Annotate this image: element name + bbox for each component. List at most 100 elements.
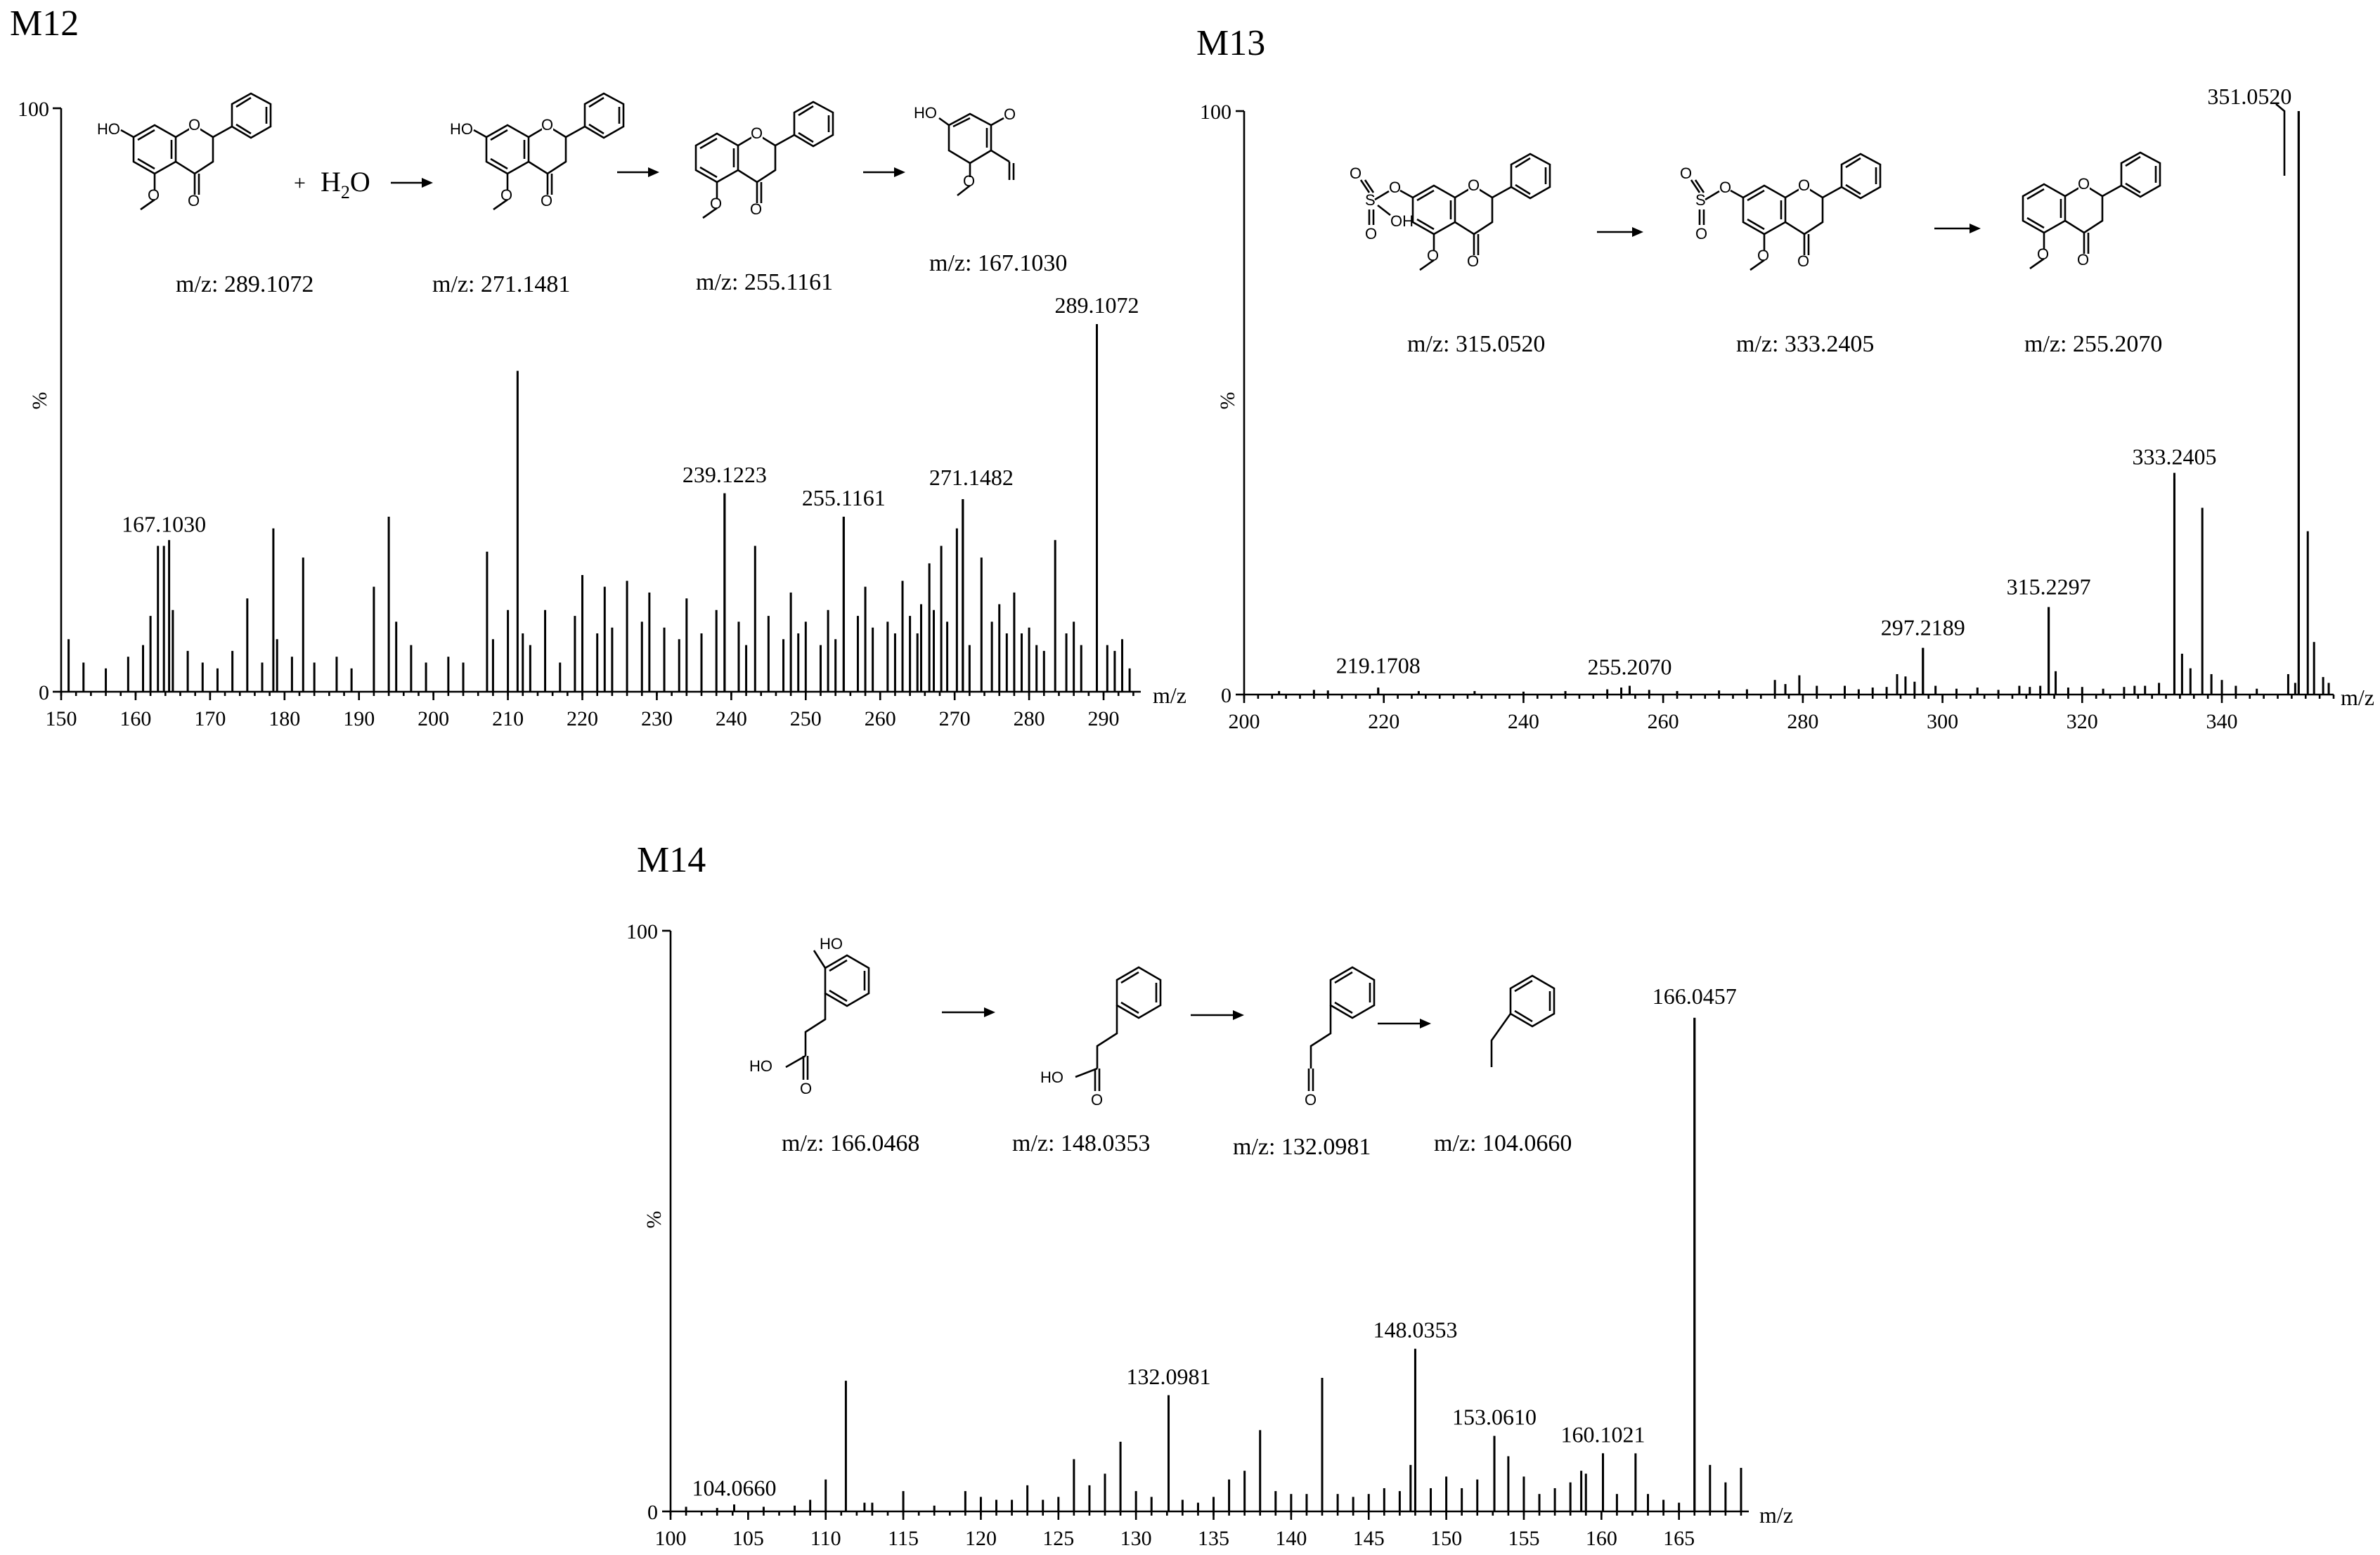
- svg-text:O: O: [800, 1080, 812, 1097]
- structure-m12-4: O HO O: [914, 104, 1016, 197]
- mz-label-m14-4: m/z: 104.0660: [1434, 1130, 1572, 1156]
- x-tick-label: 190: [343, 707, 375, 730]
- svg-text:HO: HO: [97, 120, 120, 138]
- x-tick-label: 120: [965, 1527, 997, 1550]
- svg-text:HO: HO: [1040, 1069, 1063, 1086]
- x-tick-label: 240: [1508, 710, 1539, 733]
- svg-text:O: O: [750, 200, 762, 218]
- svg-text:O: O: [1695, 225, 1707, 243]
- peak-label: 166.0457: [1653, 983, 1737, 1009]
- svg-text:H2O: H2O: [321, 166, 370, 202]
- x-tick-label: 100: [655, 1527, 687, 1550]
- svg-text:O: O: [2037, 245, 2049, 263]
- svg-text:O: O: [148, 186, 160, 204]
- peak-label: 104.0660: [692, 1476, 776, 1501]
- mz-label-m14-1: m/z: 166.0468: [782, 1130, 919, 1156]
- svg-text:S: S: [1695, 191, 1706, 209]
- x-tick-label: 200: [418, 707, 449, 730]
- svg-text:O: O: [188, 116, 200, 134]
- mz-label-m12-3: m/z: 255.1161: [696, 269, 833, 295]
- mz-label-m14-3: m/z: 132.0981: [1233, 1134, 1371, 1160]
- svg-text:O: O: [541, 116, 553, 134]
- x-tick-label: 280: [1787, 710, 1818, 733]
- x-tick-label: 230: [641, 707, 673, 730]
- mz-label-m13-2: m/z: 333.2405: [1736, 331, 1874, 357]
- x-tick-label: 140: [1275, 1527, 1307, 1550]
- x-tick-label: 260: [1648, 710, 1679, 733]
- panel-title-m13: M13: [1196, 23, 1265, 63]
- svg-text:O: O: [1427, 247, 1439, 264]
- structure-m13-2: O O O O S O O: [1680, 153, 1882, 271]
- scheme-m13: O O O O S O O OH m/z: 315.0520: [1350, 151, 2162, 357]
- peak-label: 289.1072: [1055, 292, 1139, 318]
- peak-label: 271.1482: [929, 465, 1014, 490]
- x-tick-label: 165: [1663, 1527, 1695, 1550]
- peak-label: 148.0353: [1373, 1317, 1457, 1343]
- svg-text:HO: HO: [450, 120, 473, 138]
- peak-labels-m12: 167.1030 239.1223 255.1161 271.1482 289.1072: [122, 292, 1139, 536]
- panel-title-m12: M12: [10, 4, 79, 44]
- mz-label-m13-3: m/z: 255.2070: [2024, 331, 2162, 357]
- svg-text:O: O: [1467, 252, 1479, 270]
- svg-text:O: O: [1365, 225, 1377, 243]
- ylabel-m13: %: [1216, 392, 1239, 410]
- x-tick-label: 150: [1430, 1527, 1462, 1550]
- x-tick-label: 155: [1508, 1527, 1539, 1550]
- structure-m14-1: HO HO O: [749, 935, 870, 1097]
- scheme-m14: HO HO O m/z: 166.0468 HO O m/z: 148.035: [749, 935, 1572, 1160]
- ylabel-m12: %: [28, 392, 51, 410]
- svg-text:O: O: [751, 124, 763, 142]
- svg-text:O: O: [1798, 176, 1810, 194]
- mz-label-m13-1: m/z: 315.0520: [1407, 331, 1545, 357]
- ytick-100-m14: 100: [626, 920, 658, 943]
- mz-label-m14-2: m/z: 148.0353: [1012, 1130, 1150, 1156]
- peaks-m12: [67, 324, 1131, 692]
- x-tick-label: 200: [1229, 710, 1260, 733]
- x-tick-label: 125: [1042, 1527, 1074, 1550]
- peak-label: 219.1708: [1336, 653, 1421, 678]
- x-tick-label: 250: [790, 707, 822, 730]
- svg-text:OH: OH: [1390, 212, 1414, 230]
- svg-text:O: O: [1757, 247, 1769, 264]
- x-tick-label: 160: [1586, 1527, 1617, 1550]
- svg-text:O: O: [2078, 175, 2090, 193]
- ytick-0-m14: 0: [647, 1501, 658, 1524]
- svg-text:O: O: [188, 192, 200, 209]
- structure-m14-2: HO O: [1040, 966, 1162, 1109]
- svg-text:O: O: [1797, 252, 1809, 270]
- structure-m13-3: O O O: [2022, 151, 2161, 270]
- svg-text:HO: HO: [749, 1057, 772, 1075]
- svg-text:O: O: [1389, 179, 1401, 196]
- peak-label: 255.1161: [802, 485, 886, 510]
- structure-m12-3: O O O: [694, 101, 834, 219]
- x-tick-label: 270: [939, 707, 971, 730]
- peaks-m14: [685, 1017, 1742, 1511]
- ytick-0-m12: 0: [39, 681, 49, 704]
- peak-label: 255.2070: [1587, 654, 1671, 680]
- x-tick-label: 220: [1368, 710, 1399, 733]
- peak-label: 239.1223: [683, 462, 767, 487]
- x-ticks-m13: 200 220 240 260 280 300 320 340: [1229, 695, 2335, 733]
- mz-label-m12-4: m/z: 167.1030: [929, 250, 1067, 276]
- panel-title-m14: M14: [637, 840, 706, 880]
- x-tick-label: 280: [1014, 707, 1045, 730]
- peak-label: 167.1030: [122, 512, 206, 537]
- peak-label: 153.0610: [1452, 1405, 1537, 1430]
- x-tick-label: 210: [492, 707, 524, 730]
- x-tick-label: 160: [119, 707, 151, 730]
- svg-text:O: O: [1305, 1091, 1317, 1109]
- svg-text:O: O: [1004, 105, 1016, 123]
- x-tick-label: 135: [1198, 1527, 1229, 1550]
- x-ticks-m14: 100 105 110 115 120 125 130 135 140 145 150 155 160 1…: [655, 1511, 1742, 1550]
- panel-m14: M14 100 0 % m/z 100 105 110 115 120 125 130 135…: [626, 840, 1793, 1550]
- x-tick-label: 115: [888, 1527, 919, 1550]
- peak-label: 351.0520: [2207, 84, 2291, 109]
- peak-label: 297.2189: [1881, 615, 1965, 640]
- x-tick-label: 150: [46, 707, 77, 730]
- structure-m12-1: O O O HO: [97, 92, 272, 211]
- x-tick-label: 340: [2206, 710, 2238, 733]
- x-tick-label: 145: [1353, 1527, 1385, 1550]
- x-tick-label: 240: [716, 707, 747, 730]
- mz-label-m12-1: m/z: 289.1072: [176, 271, 313, 297]
